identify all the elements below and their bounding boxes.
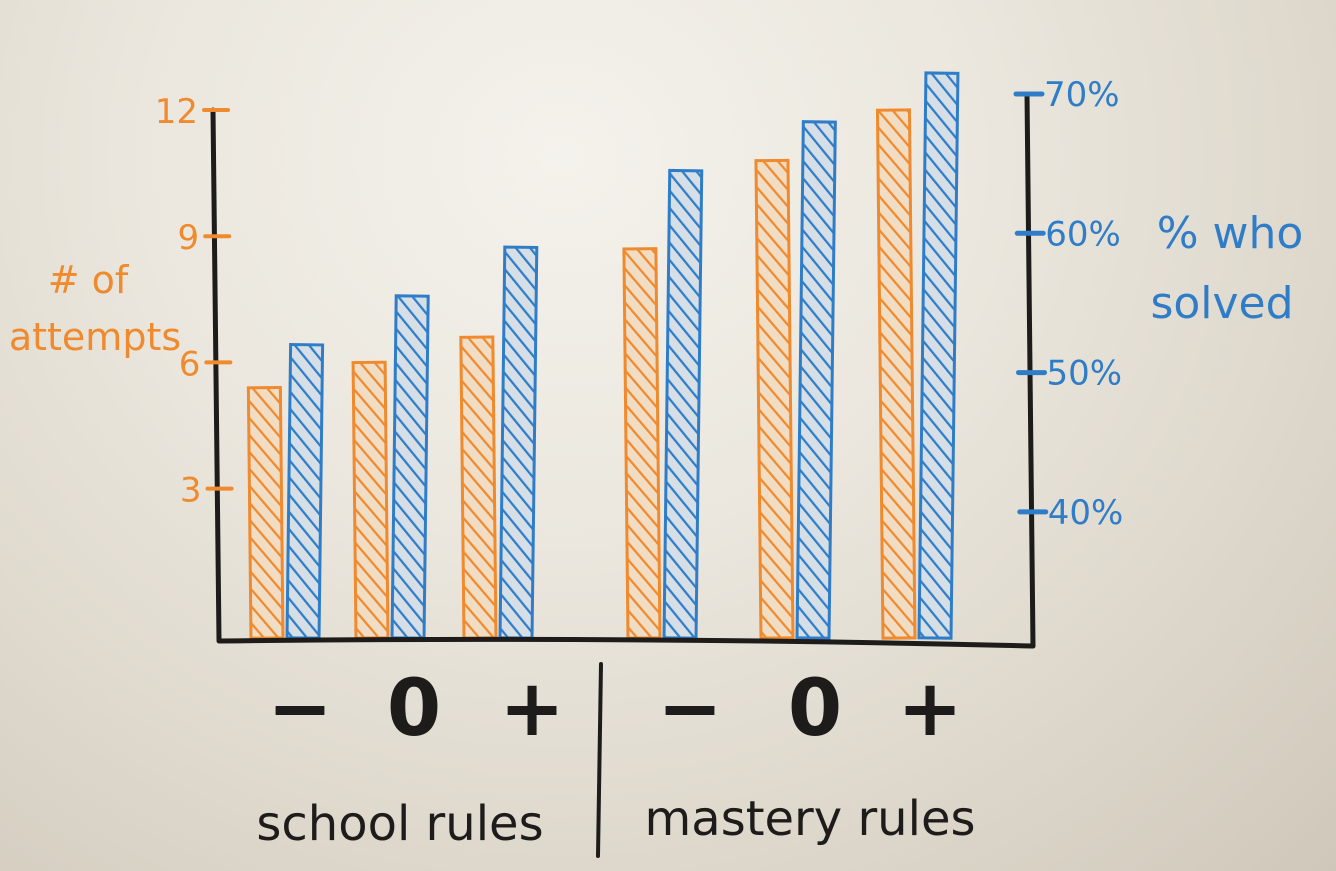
left-tick-label-9: 9 <box>178 218 200 258</box>
left-axis-ticks: 3 6 9 12 <box>155 92 234 511</box>
bars-layer <box>246 71 960 640</box>
left-tick-label-3: 3 <box>180 471 202 511</box>
category-labels: −0 + −0 + <box>267 664 962 754</box>
left-axis-label-line2: attempts <box>9 315 181 359</box>
category-label-school-1: − <box>267 664 332 754</box>
right-tick-label-70: 70% <box>1044 75 1120 115</box>
right-tick-label-40: 40% <box>1048 493 1124 533</box>
solved-bar-1 <box>285 343 325 640</box>
solved-bar-5 <box>795 120 837 640</box>
group-label-mastery: mastery rules <box>645 791 976 847</box>
attempts-bar-5 <box>754 158 795 640</box>
left-axis-label-line1: # of <box>48 258 130 302</box>
category-label-mastery-2: 0 <box>788 664 842 754</box>
category-label-school-3: + <box>499 664 564 754</box>
attempts-bar-2 <box>351 360 390 640</box>
solved-bar-3 <box>498 245 539 640</box>
left-tick-label-6: 6 <box>179 344 201 384</box>
right-axis-line <box>1024 91 1036 649</box>
attempts-bar-3 <box>459 335 498 640</box>
solved-bar-4 <box>662 168 704 640</box>
right-axis-ticks: 40% 50% 60% 70% <box>1013 75 1124 533</box>
x-axis-line <box>216 636 1036 649</box>
left-tick-label-12: 12 <box>155 92 198 132</box>
right-axis-label-line1: % who <box>1157 208 1304 259</box>
left-axis-line <box>210 107 222 643</box>
category-label-mastery-1: − <box>657 664 722 754</box>
group-label-school: school rules <box>256 796 543 852</box>
category-label-mastery-3: + <box>897 664 962 754</box>
right-tick-label-60: 60% <box>1045 214 1121 254</box>
attempts-bar-4 <box>622 247 662 640</box>
right-tick-label-50: 50% <box>1047 354 1123 394</box>
attempts-bar-6 <box>875 108 917 640</box>
solved-bar-6 <box>917 71 960 640</box>
solved-bar-2 <box>390 294 430 640</box>
right-axis-label-line2: solved <box>1150 278 1293 329</box>
category-label-school-2: 0 <box>387 664 441 754</box>
attempts-bar-1 <box>246 385 285 640</box>
group-divider <box>596 662 603 858</box>
